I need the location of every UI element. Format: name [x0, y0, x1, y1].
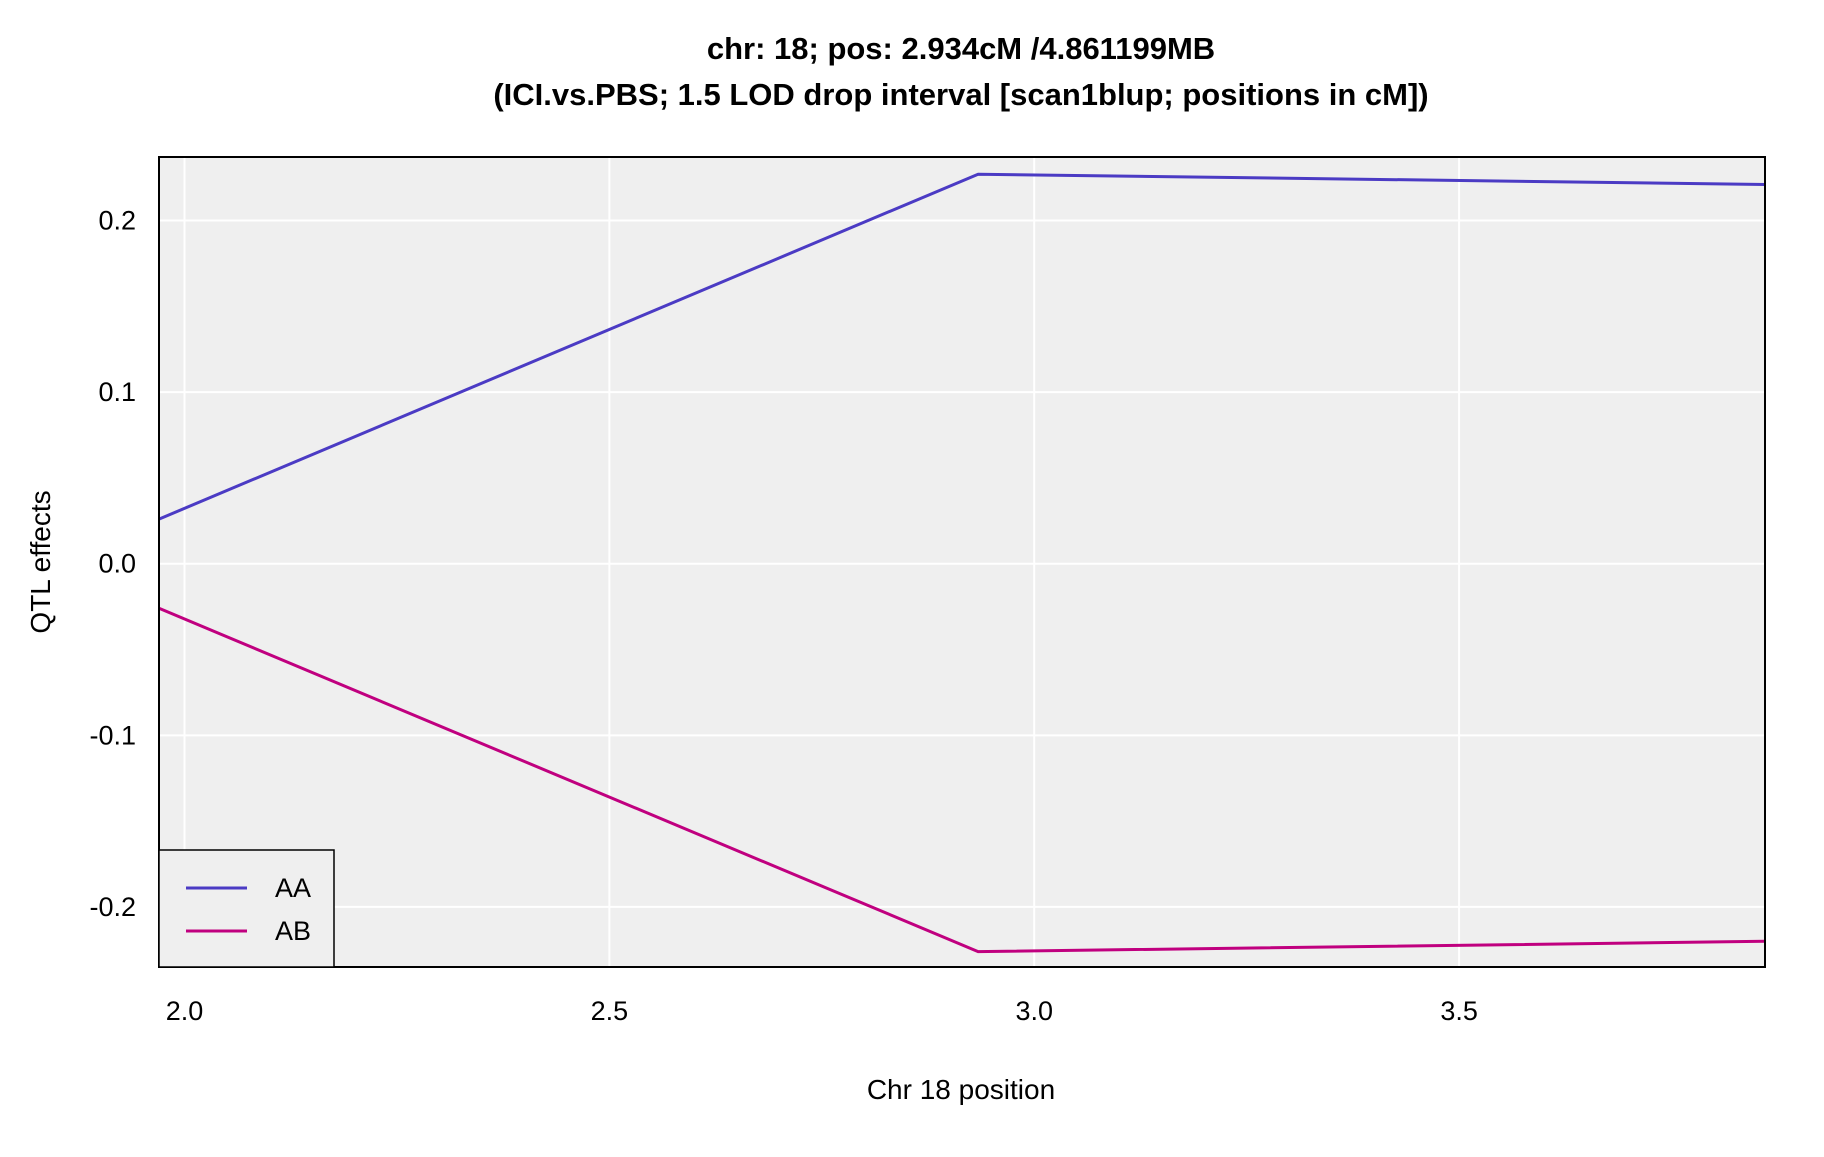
x-tick-label: 3.5 [1440, 996, 1478, 1026]
x-axis-label: Chr 18 position [867, 1074, 1055, 1105]
legend: AA AB [158, 849, 335, 968]
legend-box [158, 849, 335, 968]
x-tick-label: 2.5 [591, 996, 629, 1026]
y-axis-ticks: -0.2 -0.1 0.0 0.1 0.2 [89, 205, 136, 921]
y-tick-label: -0.1 [89, 720, 136, 750]
plot-border [158, 156, 1766, 968]
series-lines [158, 172, 1766, 954]
y-tick-label: -0.2 [89, 892, 136, 922]
chart-title: chr: 18; pos: 2.934cM /4.861199MB [707, 31, 1215, 66]
x-tick-label: 3.0 [1015, 996, 1053, 1026]
legend-label-aa: AA [275, 873, 311, 903]
y-tick-label: 0.2 [98, 205, 136, 235]
grid-lines [159, 157, 1765, 967]
y-tick-label: 0.0 [98, 549, 136, 579]
legend-items: AA AB [186, 873, 311, 946]
plot-panel [159, 157, 1765, 967]
y-axis-label: QTL effects [25, 490, 56, 633]
x-tick-label: 2.0 [166, 996, 204, 1026]
chart-subtitle: (ICI.vs.PBS; 1.5 LOD drop interval [scan… [493, 77, 1428, 112]
series-line-ab [158, 606, 1766, 954]
legend-label-ab: AB [275, 916, 311, 946]
series-line-aa [158, 172, 1766, 521]
x-axis-ticks: 2.0 2.5 3.0 3.5 [166, 996, 1478, 1026]
y-tick-label: 0.1 [98, 377, 136, 407]
